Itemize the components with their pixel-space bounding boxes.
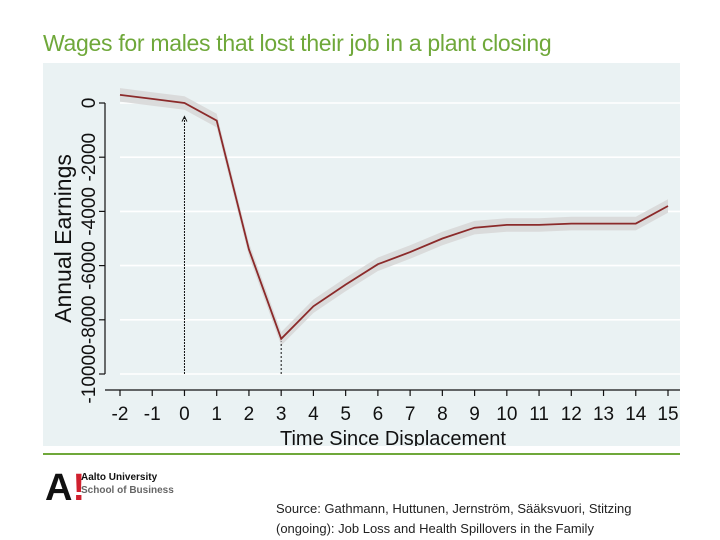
x-tick-label: 8	[437, 404, 448, 425]
grid	[120, 102, 680, 375]
series-line-earnings	[119, 94, 669, 341]
x-tick-label: 11	[529, 404, 549, 425]
x-tick-label: 2	[244, 404, 255, 425]
y-tick-label: -10000	[79, 344, 100, 403]
x-tick-label: 7	[405, 404, 416, 425]
y-tick-labels: 0 -2000 -4000 -6000 -8000-10000	[79, 98, 100, 404]
x-tick-label: 0	[179, 404, 190, 425]
x-tick-label: 5	[340, 404, 351, 425]
source-line-1: Source: Gathmann, Huttunen, Jernström, S…	[276, 501, 632, 516]
annotation-arrowhead	[181, 115, 188, 122]
x-tick-label: 10	[496, 404, 517, 425]
x-tick-label: 12	[561, 404, 582, 425]
x-tick-label: 1	[211, 404, 222, 425]
logo-letter: A	[45, 467, 73, 509]
x-tick-label: 15	[657, 404, 678, 425]
y-tick-label: -6000	[79, 241, 100, 290]
y-tick-label: -8000	[79, 295, 100, 344]
logo-mark: A!	[45, 467, 86, 509]
y-tick-label: -2000	[79, 133, 100, 182]
x-tick-label: 9	[469, 404, 480, 425]
logo-exclamation: !	[72, 467, 86, 509]
logo-school-name: School of Business	[81, 485, 174, 496]
plot-area	[43, 63, 680, 446]
x-tick-label: 4	[308, 404, 319, 425]
source-citation: Source: Gathmann, Huttunen, Jernström, S…	[276, 499, 716, 539]
y-axis-label: Annual Earnings	[50, 154, 76, 323]
x-tick-label: 13	[593, 404, 614, 425]
x-tick-label: 14	[625, 404, 647, 425]
axes	[99, 102, 680, 396]
logo-university-name: Aalto University	[81, 472, 158, 483]
source-line-2: (ongoing): Job Loss and Health Spillover…	[276, 521, 594, 536]
earnings-chart: -2 -1 0 1 2 3 4 5 6 7 8 9 10 11 12 13 14 15 0 -2000 -4000 -6…	[43, 63, 680, 446]
x-tick-labels: -2 -1 0 1 2 3 4 5 6 7 8 9 10 11 12 13 14 15	[112, 404, 679, 425]
aalto-logo: A! Aalto University School of Business	[45, 467, 215, 510]
footer-divider	[43, 453, 680, 455]
x-axis-label: Time Since Displacement	[280, 428, 506, 446]
chart-svg: -2 -1 0 1 2 3 4 5 6 7 8 9 10 11 12 13 14 15 0-2000-4000-6…	[43, 63, 680, 446]
annotations	[181, 115, 282, 374]
x-tick-label: 3	[276, 404, 287, 425]
x-tick-label: 6	[373, 404, 384, 425]
x-tick-label: -1	[144, 404, 161, 425]
x-tick-label: -2	[112, 404, 129, 425]
slide-title: Wages for males that lost their job in a…	[43, 30, 552, 56]
y-tick-label: 0	[79, 98, 100, 109]
y-tick-label: -4000	[79, 187, 100, 236]
